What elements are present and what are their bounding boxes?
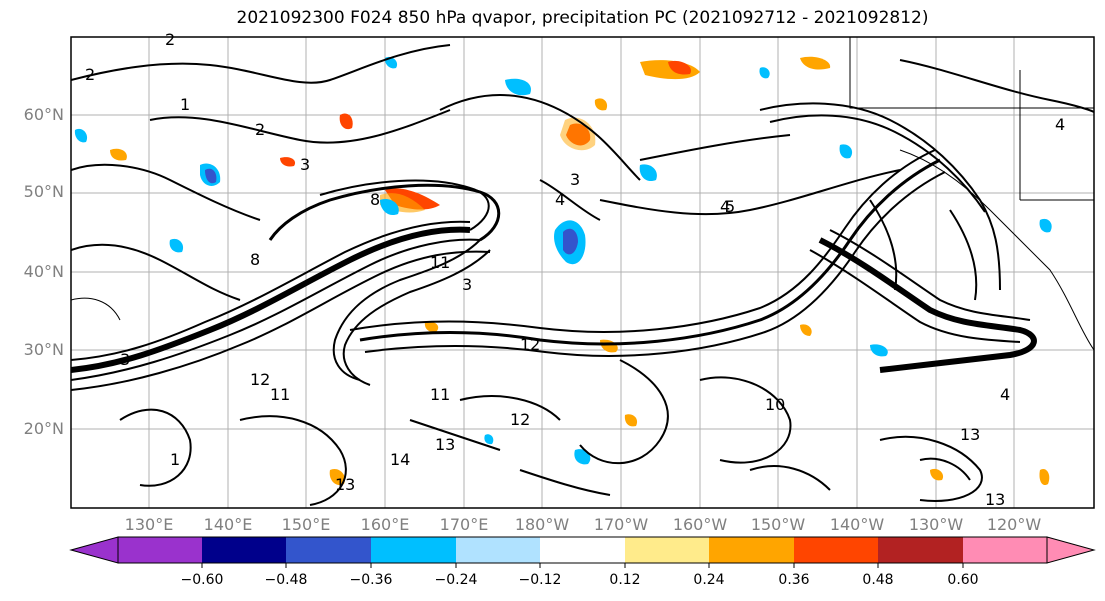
contour-label: 1 [180, 95, 190, 114]
contour-label: 10 [765, 395, 785, 414]
colorbar-tick-label: 0.48 [862, 572, 894, 588]
lon-label-180w: 180°W [514, 515, 570, 534]
colorbar-tick-label: 0.24 [693, 572, 725, 588]
colorbar-tick-label: −0.36 [349, 572, 393, 588]
lat-label-30n: 30°N [23, 340, 64, 359]
contour-label: 4 [1055, 115, 1065, 134]
contour-label: 5 [725, 197, 735, 216]
contour-label: 3 [462, 275, 472, 294]
colorbar-tick-label: 0.36 [778, 572, 810, 588]
colorbar-tick-label: −0.60 [180, 572, 224, 588]
colorbar-segment [118, 537, 202, 563]
colorbar-segment [963, 537, 1047, 563]
lat-label-40n: 40°N [23, 262, 64, 281]
lon-label-170e: 170°E [439, 515, 489, 534]
lon-label-120w: 120°W [986, 515, 1042, 534]
colorbar-frame [117, 536, 1048, 564]
qvapor-contours [71, 44, 1094, 506]
contour-label: 8 [250, 250, 260, 269]
map-title: 2021092300 F024 850 hPa qvapor, precipit… [236, 8, 929, 28]
colorbar-tick-label: −0.48 [264, 572, 308, 588]
contour-label: 8 [370, 190, 380, 209]
colorbar-tick-label: −0.12 [518, 572, 562, 588]
contour-label: 11 [430, 253, 450, 272]
lon-label-170w: 170°W [593, 515, 649, 534]
lon-label-150w: 150°W [750, 515, 806, 534]
contour-label: 13 [960, 425, 980, 444]
colorbar-segment [709, 537, 794, 563]
colorbar-tick-label: 0.12 [609, 572, 641, 588]
map-frame [70, 36, 1095, 509]
colorbar-segment [878, 537, 963, 563]
lon-label-130w: 130°W [908, 515, 964, 534]
contour-label: 2 [85, 65, 95, 84]
contour-label: 12 [510, 410, 530, 429]
colorbar-segment [625, 537, 709, 563]
colorbar-tick-label: 0.60 [947, 572, 979, 588]
contour-label: 4 [555, 190, 565, 209]
lon-label-150e: 150°E [281, 515, 331, 534]
colorbar-extend-max [1046, 536, 1096, 564]
contour-label: 13 [335, 475, 355, 494]
lon-label-160e: 160°E [360, 515, 410, 534]
colorbar-extend-min [69, 536, 119, 564]
lon-label-140e: 140°E [203, 515, 253, 534]
lat-label-20n: 20°N [23, 419, 64, 438]
contour-label: 4 [720, 197, 730, 216]
colorbar-segment [286, 537, 371, 563]
lat-label-50n: 50°N [23, 182, 64, 201]
colorbar-segment [794, 537, 878, 563]
colorbar-segment [540, 537, 625, 563]
contour-label: 3 [120, 350, 130, 369]
contour-label: 1 [170, 450, 180, 469]
contour-label: 12 [520, 335, 540, 354]
precip-shading [74, 56, 1052, 486]
contour-label: 2 [165, 30, 175, 49]
contour-label: 12 [250, 370, 270, 389]
contour-label: 2 [255, 120, 265, 139]
colorbar-segment [456, 537, 540, 563]
contour-label: 3 [300, 155, 310, 174]
lat-label-60n: 60°N [23, 105, 64, 124]
graticule [71, 37, 1094, 508]
colorbar-tick-label: −0.24 [434, 572, 478, 588]
contour-label: 11 [430, 385, 450, 404]
lon-label-130e: 130°E [124, 515, 174, 534]
colorbar-segment [202, 537, 286, 563]
contour-label: 13 [985, 490, 1005, 509]
lon-label-160w: 160°W [672, 515, 728, 534]
coastlines [71, 37, 1094, 351]
contour-label: 14 [390, 450, 410, 469]
lon-label-140w: 140°W [829, 515, 885, 534]
contour-label: 11 [270, 385, 290, 404]
contour-label: 3 [570, 170, 580, 189]
contour-label: 4 [1000, 385, 1010, 404]
contour-label: 13 [435, 435, 455, 454]
colorbar-segment [371, 537, 456, 563]
